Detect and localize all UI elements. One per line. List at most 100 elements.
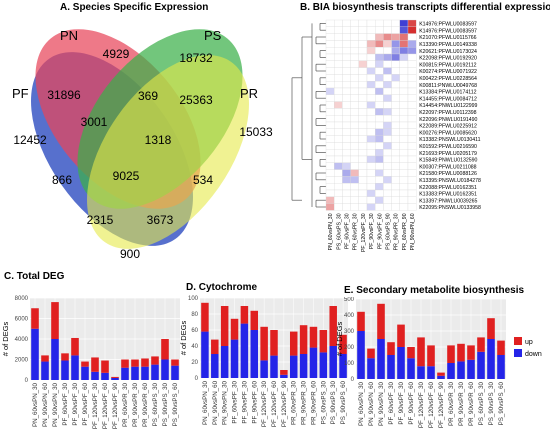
x-tick-label: PR_60vsPR_30 <box>122 382 129 427</box>
heatmap-cell <box>391 26 400 34</box>
heatmap-col-label: PS_60vsPS_30 <box>336 213 342 249</box>
heatmap-cell <box>399 115 409 123</box>
heatmap-cell <box>334 94 343 102</box>
heatmap-cell <box>391 176 400 184</box>
venn-label-pr: PR <box>240 86 258 101</box>
x-tick-label: PF_120vsPF_60 <box>102 382 109 429</box>
heatmap-cell <box>350 47 359 55</box>
heatmap-cell <box>383 74 392 82</box>
heatmap-cell <box>358 155 368 163</box>
heatmap-cell <box>399 162 409 170</box>
heatmap-cell <box>375 74 384 82</box>
heatmap-cell <box>383 196 392 204</box>
heatmap-cell <box>375 47 384 55</box>
heatmap-cell <box>334 203 343 211</box>
heatmap-cell <box>407 203 417 211</box>
heatmap-row-label: K13384:PFWLU0174112 <box>419 90 476 96</box>
heatmap-row-label: K15849:PNWLU0132590 <box>419 158 477 164</box>
heatmap-cell <box>391 196 400 204</box>
bar-down <box>397 347 405 379</box>
heatmap-cell <box>375 108 384 116</box>
bar-up <box>61 353 69 361</box>
heatmap-cell <box>350 40 359 48</box>
heatmap-cell <box>375 94 384 102</box>
heatmap-cell <box>391 74 400 82</box>
bar-down <box>487 339 495 379</box>
bar-up <box>427 345 435 367</box>
heatmap-cell <box>407 33 417 41</box>
heatmap-cell <box>375 183 384 191</box>
heatmap-cell <box>366 115 376 123</box>
heatmap-cell <box>358 189 368 197</box>
x-tick-label: PR_60vsPR_30 <box>291 380 298 425</box>
heatmap-row-label: K00811:PNWLU0049768 <box>419 83 477 89</box>
bar-up <box>319 330 328 353</box>
heatmap-cell <box>399 87 409 95</box>
bar-down <box>377 339 385 379</box>
heatmap-cell <box>391 142 400 150</box>
heatmap-cell <box>366 67 376 75</box>
heatmap-cell <box>375 60 384 68</box>
heatmap-cell <box>342 94 351 102</box>
heatmap-cell <box>375 87 384 95</box>
heatmap-row-label: K22096:PNWLU0191490 <box>419 117 477 123</box>
heatmap-cell <box>375 40 384 48</box>
legend-swatch-down <box>514 349 522 357</box>
heatmap-cell <box>383 101 392 109</box>
heatmap-cell <box>383 87 392 95</box>
heatmap-cell <box>407 87 417 95</box>
x-tick-label: PS_90vsPS_30 <box>488 381 495 425</box>
x-tick-label: PS_90vsPS_30 <box>330 380 337 424</box>
heatmap-col-label: PF_60vsPF_30 <box>345 213 351 249</box>
heatmap-row-label: K14454:PNWLU0122999 <box>419 103 477 109</box>
heatmap-cell <box>342 128 351 136</box>
panel-c-title: C. Total DEG <box>4 271 65 282</box>
heatmap-cell <box>375 196 384 204</box>
heatmap-cell <box>350 33 359 41</box>
heatmap-cell <box>366 47 376 55</box>
cytochrome-chart: 0 20 40 60 80 100 PN_60vsPN_30 PN_90vsPN_60 PN_9… <box>179 296 348 427</box>
heatmap-cell <box>391 108 400 116</box>
heatmap-cell <box>407 67 417 75</box>
heatmap-cell <box>325 60 335 68</box>
y-tick-label: 80 <box>191 312 198 318</box>
heatmap-cell <box>334 189 343 197</box>
heatmap-row-label: K21693:PFWLU0205179 <box>419 151 477 157</box>
heatmap-cell <box>325 196 335 204</box>
heatmap-row-label: K13390:PFWLU0149338 <box>419 42 477 48</box>
x-tick-label: PF_120vsPF_30 <box>418 381 425 428</box>
heatmap-cell <box>342 87 351 95</box>
bar-up <box>467 345 475 360</box>
heatmap-cell <box>375 67 384 75</box>
panel-b-title: B. BIA biosynthesis transcripts differen… <box>300 2 550 13</box>
heatmap-cell <box>325 47 335 55</box>
venn-region-value: 2315 <box>87 213 114 227</box>
heatmap-cell <box>407 60 417 68</box>
heatmap-cell <box>407 40 417 48</box>
heatmap-cell <box>383 19 392 27</box>
bar-down <box>289 355 298 378</box>
heatmap-cell <box>407 169 417 177</box>
bar-down <box>260 360 268 378</box>
heatmap-cell <box>399 26 409 34</box>
heatmap-cell <box>383 128 392 136</box>
heatmap-cell <box>325 183 335 191</box>
heatmap-cell <box>366 155 376 163</box>
heatmap-cell <box>375 26 384 34</box>
bar-up <box>111 376 119 378</box>
heatmap-cell <box>334 53 343 61</box>
venn-label-pf: PF <box>12 86 29 101</box>
heatmap-cell <box>342 40 351 48</box>
heatmap-cell <box>325 149 335 157</box>
heatmap-cell <box>375 189 384 197</box>
bar-down <box>299 354 308 378</box>
heatmap-cell <box>407 155 417 163</box>
bar-up <box>171 359 179 366</box>
heatmap-row-label: K22095:PNSWLU0133958 <box>419 205 481 211</box>
venn-region-value: 18732 <box>179 51 213 65</box>
bar-up <box>339 334 347 354</box>
heatmap-col-label: PN_60vsPN_30 <box>328 213 334 250</box>
y-tick-label: 0 <box>25 378 29 384</box>
heatmap-cell <box>375 135 384 143</box>
heatmap-cell <box>383 135 392 143</box>
